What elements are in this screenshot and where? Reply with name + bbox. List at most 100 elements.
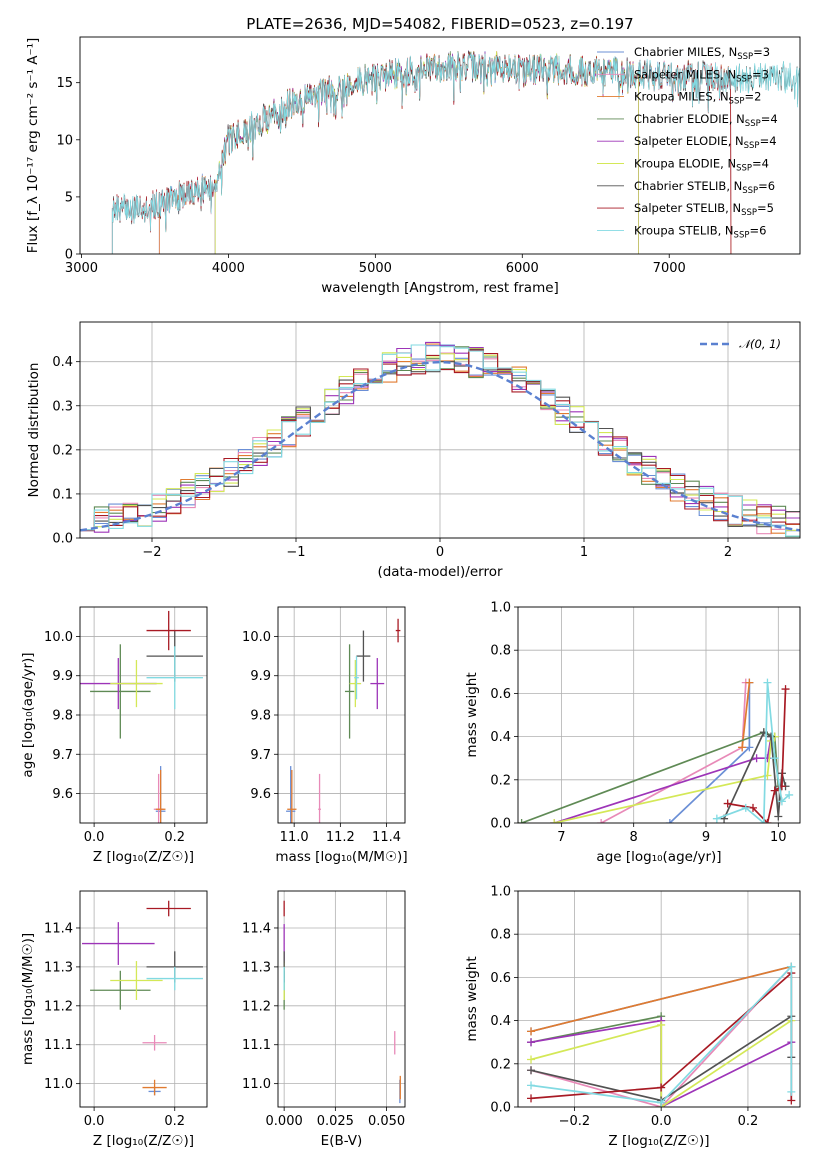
- y-tick-label: 0.2: [490, 773, 511, 788]
- errorbar-point-chabrier-elodie: [90, 970, 151, 1010]
- x-tick-label: 0: [436, 545, 444, 560]
- errorbar-point-salpeter-miles: [318, 773, 321, 823]
- weight-marker: [597, 819, 606, 823]
- y-tick-label: 0.3: [52, 399, 73, 414]
- plot-area: [527, 962, 796, 1107]
- x-axis-label: mass [log₁₀(M/M☉)]: [275, 849, 407, 865]
- weight-marker: [759, 819, 768, 823]
- weight-marker: [527, 1066, 536, 1075]
- weight-marker: [527, 1027, 536, 1036]
- weight-marker: [770, 786, 779, 795]
- figure-title: PLATE=2636, MJD=54082, FIBERID=0523, z=0…: [246, 15, 633, 33]
- legend-label-salpeter-stelib: Salpeter STELIB, NSSP=5: [634, 201, 774, 218]
- y-axis-label: mass [log₁₀(M/M☉)]: [20, 933, 36, 1065]
- plot-area: [80, 341, 800, 538]
- y-tick-label: 0.4: [490, 730, 511, 745]
- x-tick-label: 4000: [212, 261, 245, 276]
- weight-line-salpeter-miles: [530, 966, 792, 1107]
- weight-marker: [763, 678, 772, 687]
- legend-label-chabrier-miles: Chabrier MILES, NSSP=3: [634, 45, 770, 62]
- weight-marker: [749, 803, 757, 812]
- weight-line-chabrier-stelib: [723, 731, 787, 820]
- legend-label-kroupa-elodie: Kroupa ELODIE, NSSP=4: [634, 157, 769, 174]
- plot-area: [283, 900, 401, 1104]
- y-tick-label: 11.2: [242, 999, 271, 1014]
- panel-age-vs-Z: 0.0 0.2 9.6 9.7 9.8 9.9 10.0 Z [log₁₀(Z/Z☉)] age…: [20, 606, 208, 865]
- panel-mass-vs-ebv: 0.000 0.025 0.050 11.0 11.1 11.2 11.3 11.4 E(B-V…: [242, 890, 406, 1149]
- plot-area: [80, 610, 203, 823]
- y-tick-label: 0.6: [490, 971, 511, 986]
- errorbar-point-salpeter-stelib: [395, 618, 401, 643]
- y-axis-label: age [log₁₀(age/yr)]: [20, 652, 36, 777]
- y-axis-label: mass weight: [464, 672, 480, 757]
- weight-marker: [752, 754, 761, 763]
- y-tick-label: 9.8: [250, 709, 271, 724]
- legend-label-normal: 𝒩(0, 1): [739, 337, 781, 351]
- legend-label-kroupa-stelib: Kroupa STELIB, NSSP=6: [634, 223, 766, 240]
- weight-line-kroupa-miles: [530, 965, 792, 1033]
- errorbar-point-kroupa-stelib: [146, 646, 203, 710]
- legend-label-salpeter-miles: Salpeter MILES, NSSP=3: [634, 67, 769, 84]
- axes-frame: [79, 36, 801, 255]
- y-tick-label: 11.1: [242, 1038, 271, 1053]
- x-tick-label: 0.0: [84, 830, 105, 845]
- weight-marker: [657, 1083, 666, 1092]
- x-axis-label: Z [log₁₀(Z/Z☉)]: [93, 1133, 194, 1149]
- errorbar-point-kroupa-miles: [399, 1075, 401, 1100]
- y-tick-label: 11.1: [44, 1038, 73, 1053]
- weight-marker: [738, 743, 747, 752]
- weight-marker: [781, 685, 790, 694]
- weight-marker: [665, 819, 674, 823]
- y-tick-label: 9.6: [52, 787, 73, 802]
- errorbar-point-chabrier-miles: [286, 766, 296, 823]
- y-tick-label: 11.3: [44, 960, 73, 975]
- x-tick-label: 6000: [506, 261, 539, 276]
- errorbar-point-kroupa-miles: [142, 1079, 167, 1096]
- y-tick-label: 0.2: [490, 1057, 511, 1072]
- y-tick-label: 0.4: [52, 355, 73, 370]
- errorbar-point-salpeter-stelib: [146, 900, 191, 917]
- y-tick-label: 9.9: [52, 669, 73, 684]
- x-tick-label: 5000: [359, 261, 392, 276]
- y-tick-label: 11.0: [242, 1077, 271, 1092]
- weight-marker: [774, 812, 783, 821]
- y-tick-label: 11.4: [242, 921, 271, 936]
- x-tick-label: 0.050: [368, 1114, 405, 1129]
- y-tick-label: 11.0: [44, 1077, 73, 1092]
- weight-marker: [745, 678, 754, 687]
- panel-residuals: −2 −1 0 1 2 0.0 0.1 0.2 0.3 0.4 (data-model)/error…: [26, 321, 801, 580]
- x-tick-label: 3000: [65, 261, 98, 276]
- x-tick-label: 11.4: [372, 830, 401, 845]
- axes-frame: [79, 890, 208, 1108]
- y-tick-label: 0.2: [52, 443, 73, 458]
- axes-frame: [79, 321, 801, 539]
- x-tick-label: −0.2: [559, 1114, 591, 1129]
- y-tick-label: 9.8: [52, 709, 73, 724]
- weight-marker: [770, 754, 779, 763]
- x-tick-label: 8: [630, 830, 638, 845]
- weight-line-kroupa-elodie: [530, 1019, 792, 1107]
- errorbar-point-salpeter-elodie: [370, 658, 385, 710]
- y-tick-label: 1.0: [490, 885, 511, 900]
- y-tick-label: 0.8: [490, 928, 511, 943]
- panel-mass-vs-Z: 0.0 0.2 11.0 11.1 11.2 11.3 11.4 Z [log₁₀(Z/Z☉)…: [20, 890, 208, 1149]
- y-axis-label: Flux [f_λ 10⁻¹⁷ erg cm⁻² s⁻¹ A⁻¹]: [25, 38, 41, 254]
- weight-marker: [550, 819, 559, 823]
- x-tick-label: 0.2: [164, 830, 185, 845]
- weight-marker: [745, 743, 754, 752]
- axes-frame: [79, 606, 208, 824]
- errorbar-point-salpeter-miles: [142, 1035, 167, 1051]
- weight-marker: [777, 797, 786, 806]
- errorbar-point-salpeter-stelib: [283, 900, 285, 917]
- x-tick-label: 0.2: [164, 1114, 185, 1129]
- weight-marker: [712, 814, 721, 823]
- weight-marker: [723, 799, 732, 808]
- y-tick-label: 11.3: [242, 960, 271, 975]
- plot-area: [111, 50, 800, 254]
- y-tick-label: 9.6: [250, 787, 271, 802]
- x-tick-label: 10: [770, 830, 787, 845]
- x-tick-label: 0.0: [651, 1114, 672, 1129]
- legend-label-kroupa-miles: Kroupa MILES, NSSP=2: [634, 90, 761, 107]
- errorbar-point-chabrier-elodie: [90, 644, 151, 739]
